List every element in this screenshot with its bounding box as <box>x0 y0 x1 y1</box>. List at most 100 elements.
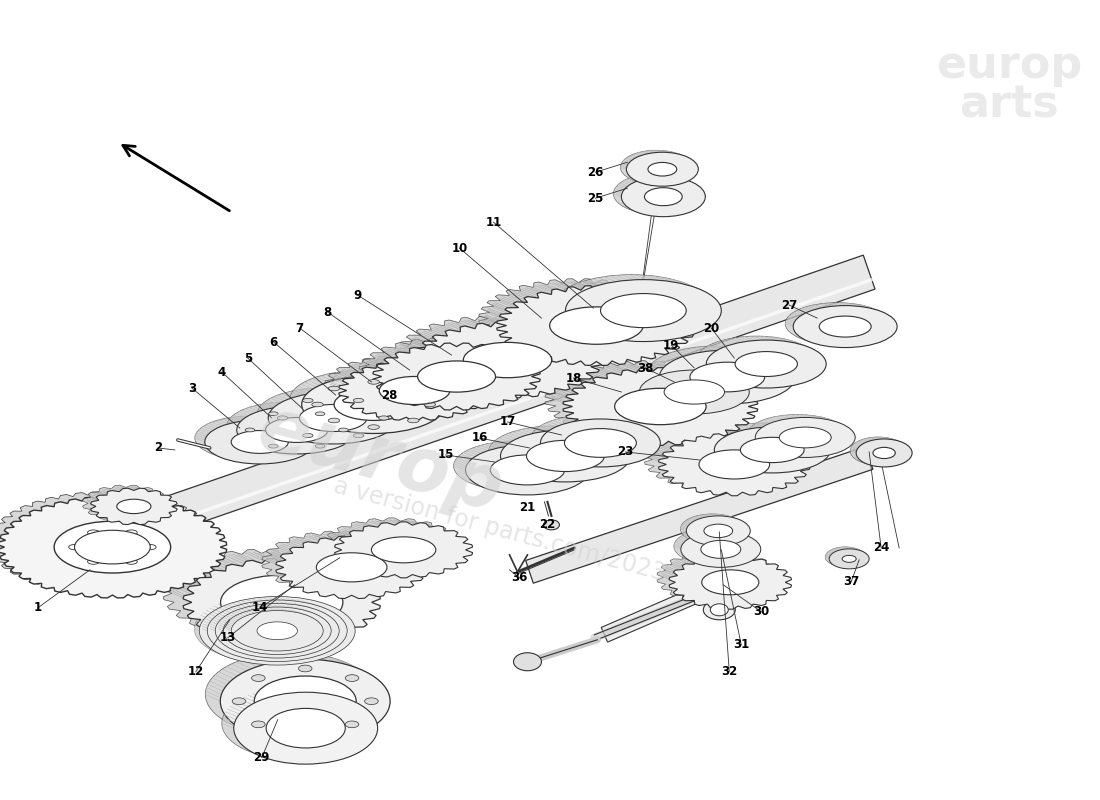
Ellipse shape <box>372 537 436 563</box>
Text: europ: europ <box>936 44 1082 87</box>
Polygon shape <box>526 446 873 583</box>
Ellipse shape <box>252 620 293 638</box>
Ellipse shape <box>408 386 419 391</box>
Ellipse shape <box>664 380 725 404</box>
Ellipse shape <box>697 522 727 536</box>
Ellipse shape <box>873 447 895 458</box>
Ellipse shape <box>317 553 387 582</box>
Text: 4: 4 <box>218 366 226 378</box>
Ellipse shape <box>236 406 356 454</box>
Ellipse shape <box>642 161 671 174</box>
Ellipse shape <box>231 430 288 454</box>
Ellipse shape <box>690 362 764 392</box>
Ellipse shape <box>334 389 414 421</box>
Ellipse shape <box>771 424 823 445</box>
Ellipse shape <box>88 559 99 564</box>
Ellipse shape <box>298 665 312 672</box>
Text: 12: 12 <box>188 666 204 678</box>
Ellipse shape <box>674 528 754 564</box>
Ellipse shape <box>702 570 759 594</box>
Polygon shape <box>276 536 428 598</box>
Text: a version for parts.com/2023: a version for parts.com/2023 <box>331 474 668 586</box>
Polygon shape <box>334 522 473 578</box>
Ellipse shape <box>637 185 674 202</box>
Ellipse shape <box>242 615 302 642</box>
Text: 10: 10 <box>451 242 468 254</box>
Ellipse shape <box>756 418 855 458</box>
Ellipse shape <box>54 522 170 573</box>
Ellipse shape <box>408 418 419 422</box>
Ellipse shape <box>565 280 722 342</box>
Ellipse shape <box>328 386 340 391</box>
Ellipse shape <box>601 294 686 328</box>
Ellipse shape <box>735 351 798 377</box>
Ellipse shape <box>378 416 389 420</box>
Ellipse shape <box>252 721 265 728</box>
Ellipse shape <box>240 669 341 719</box>
Text: 9: 9 <box>353 289 362 302</box>
Ellipse shape <box>463 342 552 378</box>
Text: 21: 21 <box>519 502 536 514</box>
Ellipse shape <box>747 414 847 454</box>
Text: 29: 29 <box>254 751 270 764</box>
Polygon shape <box>497 286 696 366</box>
Ellipse shape <box>353 434 364 438</box>
Ellipse shape <box>245 617 299 641</box>
Text: 16: 16 <box>471 431 487 445</box>
Polygon shape <box>359 338 526 405</box>
Ellipse shape <box>125 559 138 564</box>
Polygon shape <box>262 531 414 594</box>
Ellipse shape <box>75 530 151 564</box>
Ellipse shape <box>694 538 734 555</box>
Polygon shape <box>324 355 476 416</box>
Ellipse shape <box>277 416 288 420</box>
Ellipse shape <box>659 350 795 404</box>
Ellipse shape <box>195 594 350 663</box>
Ellipse shape <box>255 414 318 438</box>
Ellipse shape <box>621 177 705 217</box>
Ellipse shape <box>302 434 313 438</box>
Ellipse shape <box>220 659 390 743</box>
Text: europ: europ <box>249 392 510 528</box>
Ellipse shape <box>299 405 367 431</box>
Ellipse shape <box>453 441 578 491</box>
Text: 1: 1 <box>34 602 42 614</box>
Ellipse shape <box>648 162 676 176</box>
Ellipse shape <box>268 392 398 444</box>
Ellipse shape <box>364 698 378 705</box>
Ellipse shape <box>288 401 356 427</box>
Ellipse shape <box>704 524 733 538</box>
Ellipse shape <box>701 540 740 558</box>
Ellipse shape <box>238 614 307 644</box>
Ellipse shape <box>345 721 359 728</box>
Ellipse shape <box>838 554 853 560</box>
Ellipse shape <box>500 430 630 482</box>
Ellipse shape <box>588 289 674 322</box>
Text: 36: 36 <box>512 571 528 584</box>
Text: 2: 2 <box>154 442 162 454</box>
Ellipse shape <box>530 415 650 463</box>
Ellipse shape <box>779 427 832 448</box>
Ellipse shape <box>515 436 593 467</box>
Polygon shape <box>90 488 177 525</box>
Ellipse shape <box>825 547 866 567</box>
Ellipse shape <box>703 600 735 620</box>
Text: 8: 8 <box>323 306 332 318</box>
Ellipse shape <box>820 316 871 337</box>
Ellipse shape <box>322 383 401 415</box>
Ellipse shape <box>527 440 604 471</box>
Ellipse shape <box>246 618 308 644</box>
Ellipse shape <box>550 307 644 344</box>
Ellipse shape <box>730 434 794 458</box>
Text: 30: 30 <box>754 606 769 618</box>
Ellipse shape <box>564 429 637 458</box>
Ellipse shape <box>424 402 436 407</box>
Ellipse shape <box>206 652 375 736</box>
Ellipse shape <box>298 730 312 738</box>
Ellipse shape <box>268 412 278 416</box>
Polygon shape <box>669 555 792 609</box>
Text: 23: 23 <box>617 446 634 458</box>
Polygon shape <box>563 368 758 446</box>
Ellipse shape <box>232 698 245 705</box>
Text: 24: 24 <box>873 542 889 554</box>
